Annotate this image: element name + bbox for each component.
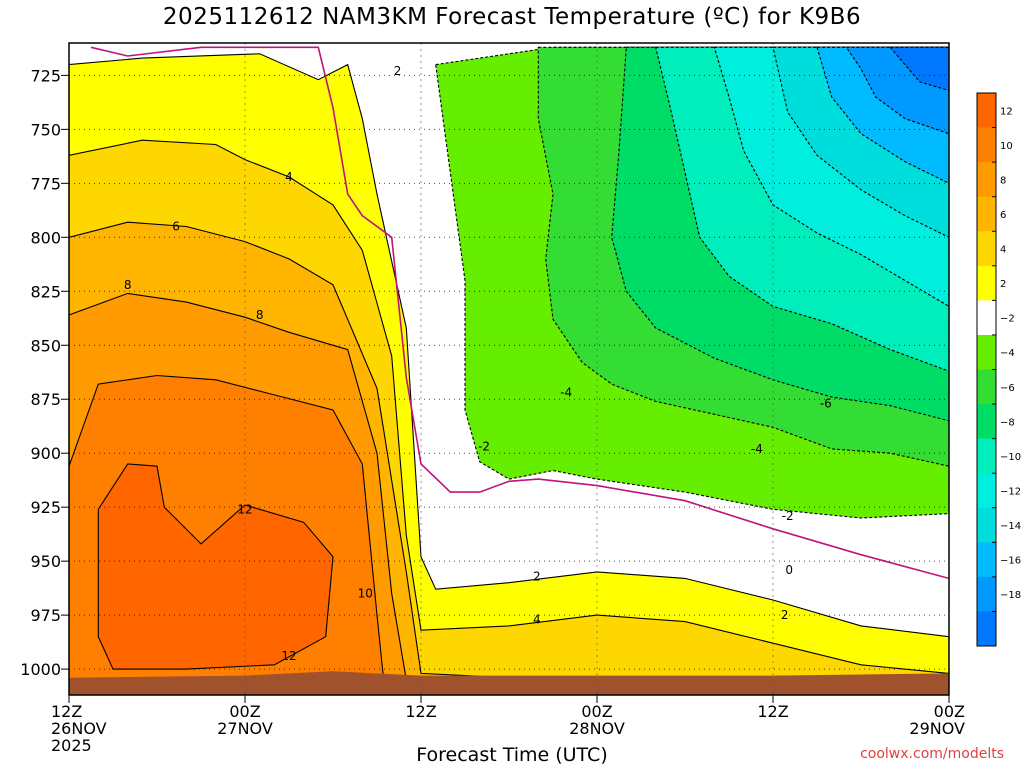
colorbar-band <box>977 404 996 440</box>
y-tick-label: 900 <box>30 444 61 463</box>
chart-title: 2025112612 NAM3KM Forecast Temperature (… <box>162 4 862 30</box>
colorbar-label: −10 <box>1000 452 1021 463</box>
colorbar-label: −4 <box>1000 348 1015 359</box>
colorbar-label: −2 <box>1000 314 1015 325</box>
contour-label: 0 <box>785 563 793 577</box>
y-tick-label: 800 <box>30 228 61 247</box>
plot-area: 2 4 6 8 8 12 10 12 -4 -2 -6 -4 -2 0 2 4 2 <box>69 43 949 695</box>
y-tick-label: 950 <box>30 552 61 571</box>
x-tick-label: 28NOV <box>569 719 625 738</box>
contour-label: 8 <box>256 308 264 322</box>
contour-label: 8 <box>124 278 132 292</box>
x-tick-label: 26NOV <box>51 719 107 738</box>
colorbar-label: −16 <box>1000 556 1021 567</box>
x-tick-label: 12Z <box>405 702 436 721</box>
colorbar-band <box>977 127 996 163</box>
x-tick-label: 2025 <box>51 736 92 755</box>
x-tick-label: 00Z <box>934 702 965 721</box>
colorbar-band <box>977 438 996 474</box>
contour-label: -6 <box>820 397 832 411</box>
x-tick-label: 12Z <box>757 702 788 721</box>
contour-label: -2 <box>782 509 794 523</box>
x-tick-label: 00Z <box>581 702 612 721</box>
contour-label: 12 <box>237 502 252 516</box>
contour-label: 10 <box>358 587 373 601</box>
warm-band-12-14 <box>97 463 334 670</box>
y-tick-label: 775 <box>30 174 61 193</box>
colorbar-band <box>977 231 996 267</box>
colorbar-band <box>977 473 996 509</box>
colorbar-band <box>977 265 996 301</box>
contour-label: 2 <box>394 64 402 78</box>
colorbar-label: −18 <box>1000 590 1021 601</box>
colorbar-label: 8 <box>1000 175 1006 186</box>
contour-label: 2 <box>533 569 541 583</box>
colorbar-label: 12 <box>1000 106 1013 117</box>
contour-label: -2 <box>478 440 490 454</box>
colorbar-band <box>977 162 996 198</box>
x-axis-label: Forecast Time (UTC) <box>416 744 608 766</box>
y-tick-label: 875 <box>30 390 61 409</box>
colorbar-label: −14 <box>1000 521 1021 532</box>
colorbar-label: −12 <box>1000 486 1021 497</box>
colorbar-label: 4 <box>1000 245 1006 256</box>
colorbar-band <box>977 93 996 129</box>
colorbar-band <box>977 611 996 647</box>
contour-label: -4 <box>751 442 763 456</box>
colorbar-band <box>977 196 996 232</box>
colorbar-label: 6 <box>1000 210 1006 221</box>
y-tick-label: 825 <box>30 282 61 301</box>
colorbar: 12 10 8 6 4 2 −2 −4 −6 −8 −10 −12 −14 −16 −18 <box>976 92 1021 647</box>
x-tick-label: 29NOV <box>909 719 965 738</box>
y-tick-label: 725 <box>30 66 61 85</box>
colorbar-label: −8 <box>1000 417 1015 428</box>
ground <box>69 671 949 695</box>
colorbar-band <box>977 334 996 370</box>
colorbar-label: 10 <box>1000 141 1013 152</box>
colorbar-band <box>977 300 996 336</box>
grid <box>69 43 949 695</box>
plot-frame <box>68 42 950 696</box>
colorbar-band <box>977 507 996 543</box>
y-tick-label: 1000 <box>20 660 61 679</box>
contour-label: 2 <box>781 608 789 622</box>
colorbar-band <box>977 369 996 405</box>
x-tick-label: 00Z <box>229 702 260 721</box>
y-tick-label: 850 <box>30 336 61 355</box>
credit-text: coolwx.com/modelts <box>860 746 1004 762</box>
y-tick-label: 750 <box>30 120 61 139</box>
contour-label: -4 <box>560 386 572 400</box>
contour-label: 12 <box>281 649 296 663</box>
x-tick-label: 27NOV <box>217 719 273 738</box>
colorbar-band <box>977 576 996 612</box>
y-tick-label: 975 <box>30 606 61 625</box>
cold-band-m18-m20 <box>889 46 949 92</box>
contour-label: 4 <box>285 170 293 184</box>
colorbar-label: 2 <box>1000 279 1006 290</box>
contour-label: 6 <box>172 220 180 234</box>
colorbar-band <box>977 542 996 578</box>
y-tick-label: 925 <box>30 498 61 517</box>
contour-label: 4 <box>533 612 541 626</box>
x-tick-label: 12Z <box>51 702 82 721</box>
colorbar-label: −6 <box>1000 383 1015 394</box>
